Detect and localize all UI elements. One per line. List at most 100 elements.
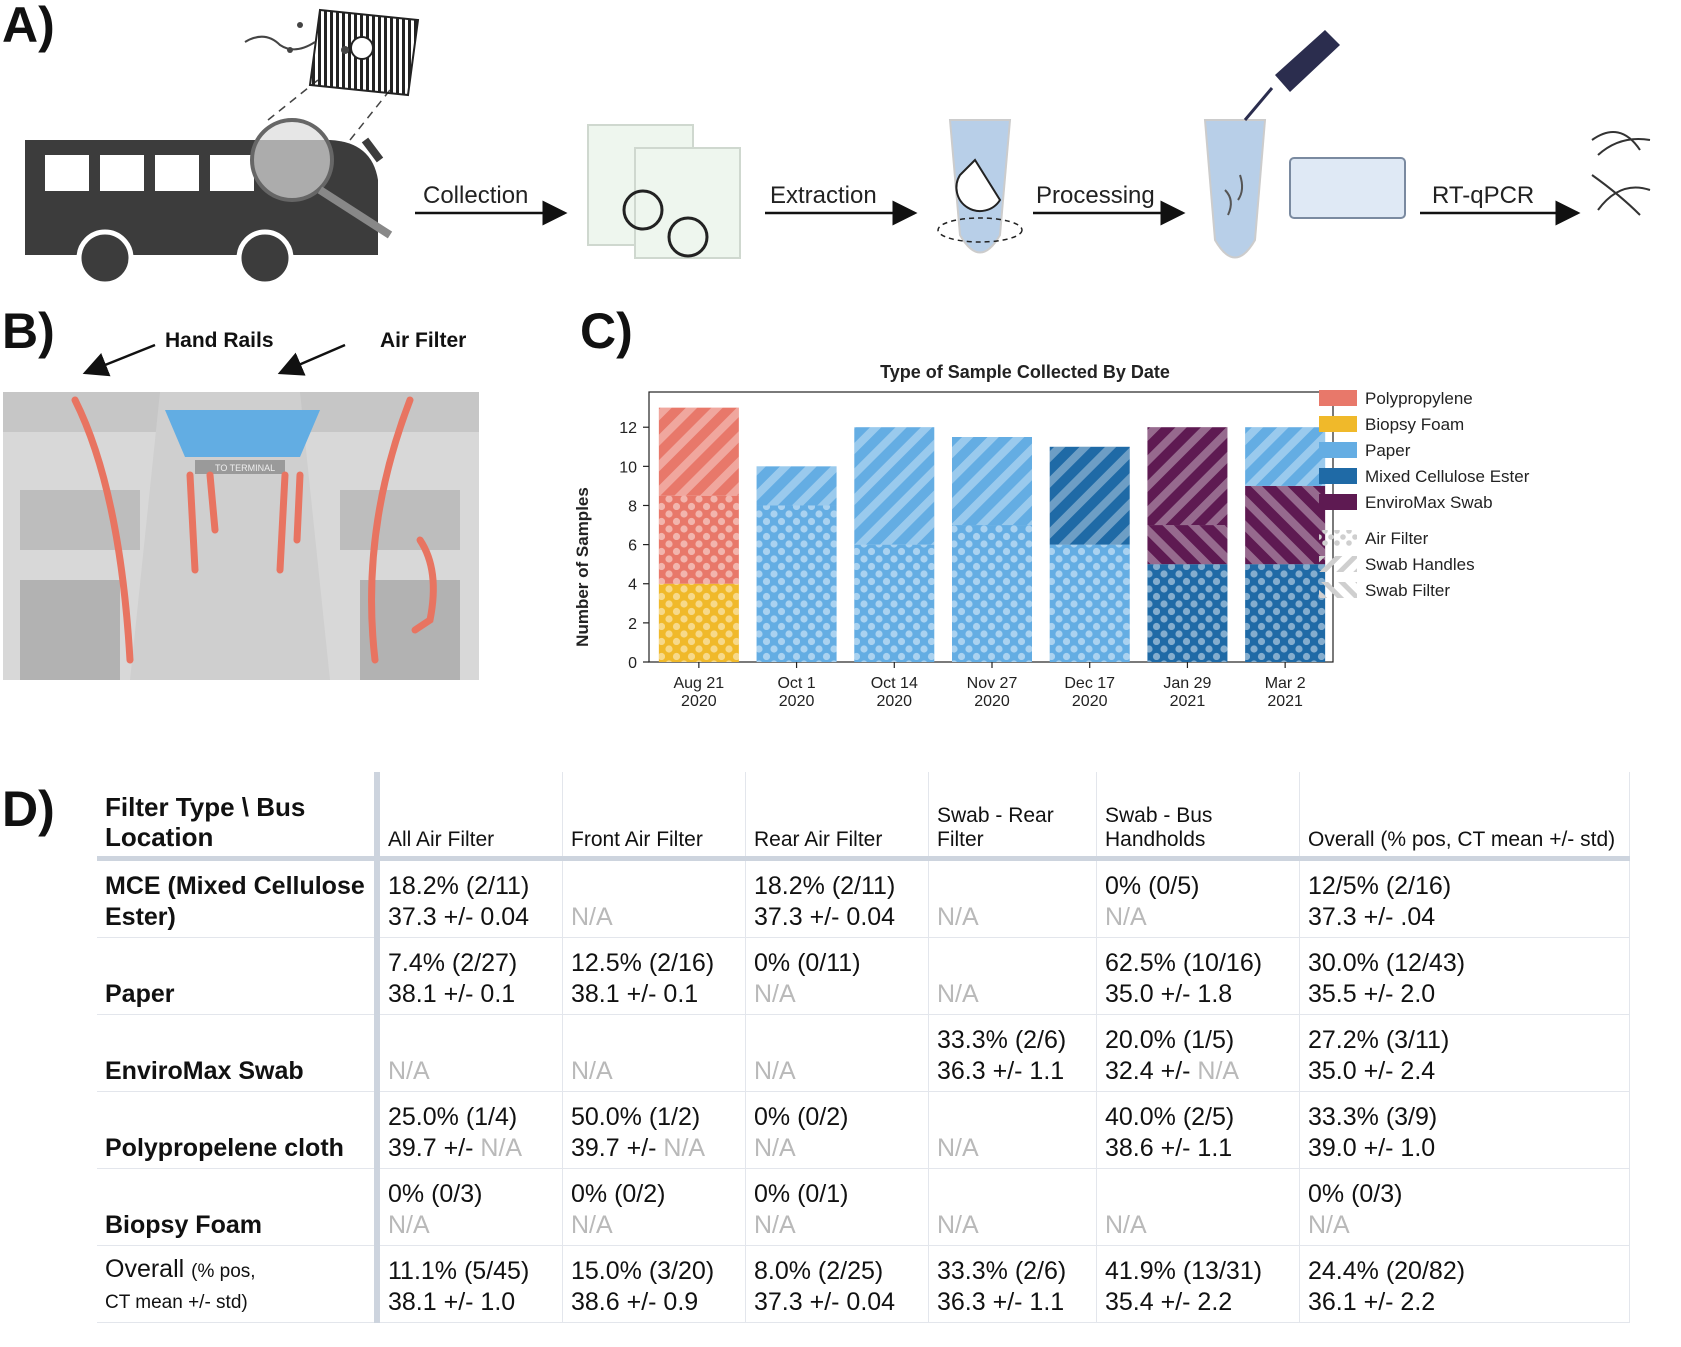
results-table: Filter Type \ Bus Location All Air Filte… xyxy=(97,772,1630,1323)
x-tick-label: Nov 27 xyxy=(967,675,1018,692)
table-cell: 11.1% (5/45) 38.1 +/- 1.0 xyxy=(377,1245,563,1323)
legend-pattern-swatch xyxy=(1319,530,1357,546)
row-label: EnviroMax Swab xyxy=(97,1014,380,1092)
cell-line xyxy=(937,871,1092,902)
cell-line: 39.0 +/- 1.0 xyxy=(1308,1134,1436,1162)
legend-swatch xyxy=(1319,390,1357,406)
cell-line: N/A xyxy=(754,1134,796,1162)
cell-line: 38.1 +/- 1.0 xyxy=(388,1288,516,1316)
x-tick-label: 2020 xyxy=(876,693,912,710)
table-row: MCE (Mixed Cellulose Ester) 18.2% (2/11) 3… xyxy=(97,858,1630,938)
flow-label-processing: Processing xyxy=(1036,182,1155,209)
cell-line: 0% (0/11) xyxy=(754,949,861,977)
legend-pattern-swatch xyxy=(1319,582,1357,598)
table-row: Paper 7.4% (2/27) 38.1 +/- 0.1 12.5% (2/16)… xyxy=(97,937,1630,1015)
flow-label-collection: Collection xyxy=(423,182,528,209)
table-cell: 0% (0/2) N/A xyxy=(562,1168,746,1246)
bars xyxy=(658,407,1326,662)
legend-label: Mixed Cellulose Ester xyxy=(1365,467,1530,486)
header-overall: Overall (% pos, CT mean +/- std) xyxy=(1299,772,1630,861)
table-cell: 33.3% (2/6) 36.3 +/- 1.1 xyxy=(928,1014,1097,1092)
legend-label: Paper xyxy=(1365,441,1411,460)
table-cell: 20.0% (1/5) 32.4 +/- N/A xyxy=(1096,1014,1300,1092)
cell-line: 36.1 +/- 2.2 xyxy=(1308,1288,1436,1316)
panel-label-a: A) xyxy=(2,0,55,53)
table-cell: 41.9% (13/31) 35.4 +/- 2.2 xyxy=(1096,1245,1300,1323)
cell-line: N/A xyxy=(937,1134,979,1162)
cell-line: 12.5% (2/16) xyxy=(571,949,715,977)
x-tick-label: 2020 xyxy=(681,693,717,710)
sample-type-chart: Type of Sample Collected By Date Number … xyxy=(573,362,1530,710)
bar-segment-pattern xyxy=(952,525,1032,662)
chart-title: Type of Sample Collected By Date xyxy=(880,362,1170,382)
cell-line: N/A xyxy=(388,1211,430,1239)
x-tick-label: Oct 14 xyxy=(871,675,918,692)
hand-rails-arrow xyxy=(82,343,156,377)
table-cell: 62.5% (10/16) 35.0 +/- 1.8 xyxy=(1096,937,1300,1015)
cell-line: 8.0% (2/25) xyxy=(754,1257,884,1285)
magnifier-icon xyxy=(250,79,393,239)
cell-line: 39.7 +/- N/A xyxy=(571,1134,706,1162)
centrifuge-tube-icon xyxy=(937,119,1023,254)
cell-line: N/A xyxy=(754,980,796,1008)
legend-pattern-swatch xyxy=(1319,556,1357,572)
bus-interior-diagram: TO TERMINAL Hand Rails Air Filter xyxy=(3,330,479,680)
header-rear-air-filter: Rear Air Filter xyxy=(745,772,929,861)
table-cell: N/A xyxy=(928,1168,1097,1246)
x-tick-label: Dec 17 xyxy=(1064,675,1115,692)
cell-line xyxy=(571,871,741,902)
legend-label: EnviroMax Swab xyxy=(1365,493,1493,512)
legend-label: Polypropylene xyxy=(1365,389,1473,408)
cell-line xyxy=(571,1025,741,1056)
legend: Polypropylene Biopsy Foam Paper Mixed Cellu… xyxy=(1319,389,1530,600)
table-cell: N/A xyxy=(377,1014,563,1092)
y-tick-label: 4 xyxy=(628,577,637,594)
cell-line: N/A xyxy=(388,1057,430,1085)
y-axis-label: Number of Samples xyxy=(573,487,592,647)
y-tick-label: 12 xyxy=(619,420,637,437)
cell-line: 38.6 +/- 0.9 xyxy=(571,1288,699,1316)
well-plate-icon xyxy=(1289,157,1406,219)
table-cell: N/A xyxy=(745,1014,929,1092)
table-cell: N/A xyxy=(928,1091,1097,1169)
table-cell: N/A xyxy=(928,858,1097,938)
y-tick-label: 2 xyxy=(628,616,637,633)
table-cell: 50.0% (1/2) 39.7 +/- N/A xyxy=(562,1091,746,1169)
sample-bags-icon xyxy=(587,124,741,259)
cell-line: 50.0% (1/2) xyxy=(571,1103,701,1131)
cell-line: 0% (0/2) xyxy=(754,1103,849,1131)
y-axis: 0 2 4 6 8 10 12 xyxy=(619,420,649,672)
bar-segment-pattern xyxy=(756,505,837,662)
table-cell: 0% (0/1) N/A xyxy=(745,1168,929,1246)
dna-icon xyxy=(1591,131,1651,216)
legend-label: Swab Filter xyxy=(1365,581,1450,600)
table-header-row: Filter Type \ Bus Location All Air Filte… xyxy=(97,772,1630,861)
flow-label-extraction: Extraction xyxy=(770,182,877,209)
row-label: Overall (% pos, CT mean +/- std) xyxy=(97,1245,380,1323)
cell-line xyxy=(754,1025,924,1056)
header-front-air-filter: Front Air Filter xyxy=(562,772,746,861)
y-tick-label: 0 xyxy=(628,655,637,672)
panel-label-d: D) xyxy=(2,781,55,837)
row-label-sub: CT mean +/- std) xyxy=(105,1292,248,1313)
hand-rails-label: Hand Rails xyxy=(165,330,274,352)
table-cell: 24.4% (20/82) 36.1 +/- 2.2 xyxy=(1299,1245,1630,1323)
row-label: MCE (Mixed Cellulose Ester) xyxy=(97,858,380,938)
cell-line: 37.3 +/- 0.04 xyxy=(754,1288,896,1316)
bar-segment-pattern xyxy=(1245,427,1326,486)
bar-segment-pattern xyxy=(1245,485,1326,565)
cell-line: N/A xyxy=(1105,1211,1147,1239)
cell-line: N/A xyxy=(937,903,979,931)
cell-line: 41.9% (13/31) xyxy=(1105,1257,1263,1285)
table-cell: N/A xyxy=(1096,1168,1300,1246)
bar-segment-pattern xyxy=(1049,446,1130,545)
cell-line: 39.7 +/- N/A xyxy=(388,1134,523,1162)
cell-line: 35.4 +/- 2.2 xyxy=(1105,1288,1233,1316)
table-cell: N/A xyxy=(928,937,1097,1015)
cell-line: 33.3% (2/6) xyxy=(937,1257,1067,1285)
table-cell: 15.0% (3/20) 38.6 +/- 0.9 xyxy=(562,1245,746,1323)
bar-segment-pattern xyxy=(1245,564,1326,662)
cell-line: 30.0% (12/43) xyxy=(1308,949,1466,977)
cell-line: 15.0% (3/20) xyxy=(571,1257,715,1285)
bar-segment-pattern xyxy=(1147,427,1228,526)
